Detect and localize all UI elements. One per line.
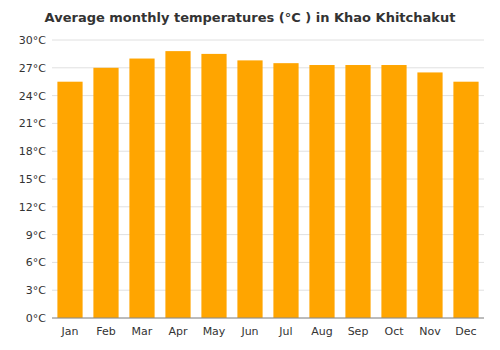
x-tick-label: Mar [132, 325, 153, 338]
bar [381, 65, 406, 318]
x-axis-line [52, 318, 484, 319]
bar [201, 54, 226, 318]
bar [57, 82, 82, 318]
bar [345, 65, 370, 318]
y-tick-label: 24°C [19, 90, 46, 103]
title: Average monthly temperatures (°C ) in Kh… [45, 10, 456, 25]
x-tick-label: Nov [419, 325, 441, 338]
bar [93, 68, 118, 318]
bar [129, 59, 154, 318]
x-tick-label: Apr [168, 325, 188, 338]
y-tick-label: 18°C [19, 145, 46, 158]
y-tick-label: 9°C [26, 229, 46, 242]
y-tick-label: 27°C [19, 62, 46, 75]
x-tick-label: Jan [61, 325, 79, 338]
x-tick-label: Sep [348, 325, 369, 338]
chart-container: Average monthly temperatures (°C ) in Kh… [0, 0, 500, 350]
y-tick-label: 6°C [26, 256, 46, 269]
x-tick-label: Oct [384, 325, 404, 338]
x-tick-label: Jul [278, 325, 292, 338]
bars [57, 51, 478, 318]
y-axis: 0°C 3°C 6°C 9°C 12°C 15°C 18°C 21°C 24°C 27°C 30°C [19, 34, 484, 325]
bar [273, 63, 298, 318]
x-tick-label: Jun [240, 325, 258, 338]
x-tick-label: Aug [311, 325, 332, 338]
x-tick-label: Feb [96, 325, 115, 338]
y-tick-label: 15°C [19, 173, 46, 186]
y-tick-label: 21°C [19, 117, 46, 130]
y-tick-label: 3°C [26, 284, 46, 297]
x-tick-label: Dec [455, 325, 476, 338]
grid-line [52, 318, 484, 319]
y-tick-label: 30°C [19, 34, 46, 47]
page: {"chart_data": {"type": "bar", "title": … [0, 0, 500, 350]
x-axis: Jan Feb Mar Apr May Jun Jul Aug Sep Oct Nov Dec [52, 318, 484, 338]
chart-svg: Average monthly temperatures (°C ) in Kh… [0, 0, 500, 350]
y-tick-label: 0°C [26, 312, 46, 325]
grid-line [52, 40, 484, 41]
bar [453, 82, 478, 318]
x-tick-label: May [203, 325, 226, 338]
bar [165, 51, 190, 318]
bar [417, 72, 442, 318]
y-tick-label: 12°C [19, 201, 46, 214]
bar [309, 65, 334, 318]
bar [237, 60, 262, 318]
